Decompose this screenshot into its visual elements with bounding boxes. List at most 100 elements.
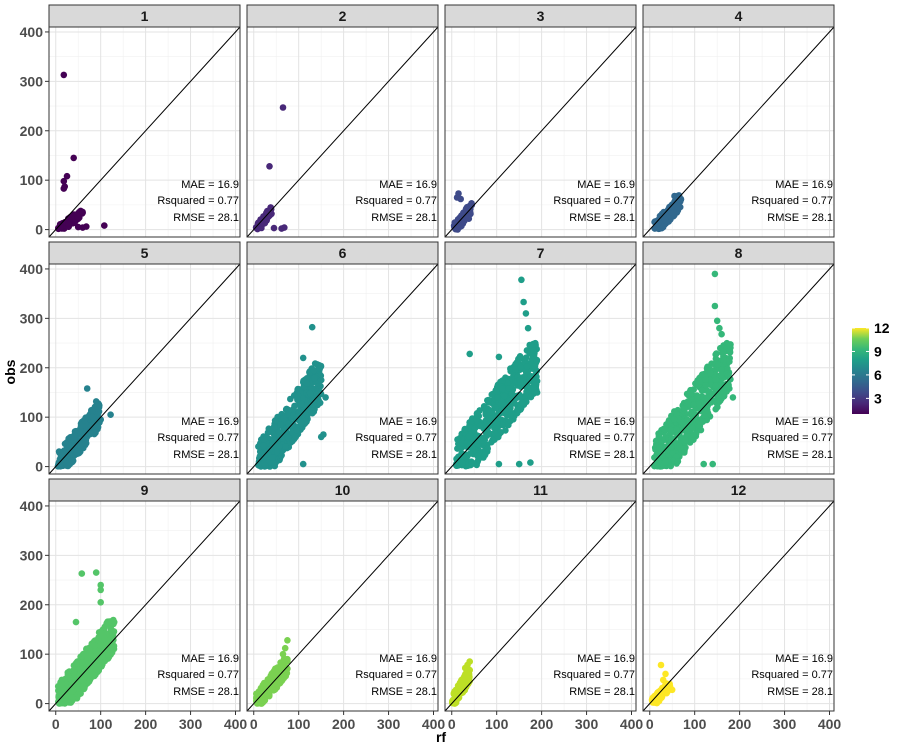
scatter-point (277, 421, 284, 428)
scatter-point (724, 365, 731, 373)
panel-border (48, 263, 241, 475)
scatter-point (261, 462, 269, 469)
facet-panel-8: 8 MAE = 16.9 Rsquared = 0.77 RMSE = 28.1 (642, 241, 835, 475)
scatter-point (70, 154, 77, 162)
facet-strip-label: 4 (735, 8, 743, 24)
rmse-label: RMSE = 28.1 (569, 212, 635, 224)
scatter-point (655, 689, 663, 696)
panel-grid (643, 501, 834, 711)
scatter-point (269, 454, 276, 461)
identity-line (642, 500, 835, 712)
scatter-point (474, 452, 481, 460)
panel-border (246, 500, 439, 712)
rsquared-label: Rsquared = 0.77 (751, 432, 833, 444)
scatter-point (726, 358, 733, 365)
y-tick-label: 0 (35, 459, 43, 475)
facet-panel-4: 4 MAE = 16.9 Rsquared = 0.77 RMSE = 28.1 (642, 4, 835, 238)
scatter-point (291, 402, 298, 410)
mae-label: MAE = 16.9 (577, 179, 635, 191)
rsquared-label: Rsquared = 0.77 (157, 669, 239, 681)
scatter-points (254, 323, 329, 470)
scatter-point (56, 449, 63, 456)
scatter-point (101, 222, 108, 229)
scatter-point (270, 687, 277, 694)
scatter-point (515, 460, 523, 468)
scatter-point (714, 403, 721, 411)
scatter-point (82, 414, 89, 422)
scatter-point (311, 374, 318, 382)
facet-strip-label: 1 (141, 8, 149, 24)
x-tick-label: 200 (134, 716, 158, 732)
facet-panel-6: 6 MAE = 16.9 Rsquared = 0.77 RMSE = 28.1 (246, 241, 439, 475)
scatter-point (670, 209, 678, 217)
x-tick-label: 0 (52, 716, 60, 732)
scatter-point (110, 618, 118, 626)
scatter-point (659, 223, 667, 231)
facet-panel-7: 7 MAE = 16.9 Rsquared = 0.77 RMSE = 28.1 (444, 241, 637, 475)
identity-line (444, 500, 637, 712)
scatter-point (523, 363, 531, 370)
scatter-point (59, 459, 67, 466)
x-tick-label: 300 (773, 716, 797, 732)
scatter-point (284, 411, 291, 418)
rmse-label: RMSE = 28.1 (569, 686, 635, 698)
scatter-point (83, 385, 91, 392)
scatter-point (270, 224, 278, 232)
scatter-point (707, 376, 714, 383)
scatter-point (511, 400, 519, 407)
scatter-point (700, 460, 707, 468)
panel-grid (643, 27, 834, 237)
facet-strip-label: 2 (339, 8, 347, 24)
scatter-point (261, 452, 269, 459)
scatter-point (310, 367, 318, 374)
scatter-point (454, 221, 462, 229)
scatter-point (493, 388, 500, 395)
scatter-point (282, 443, 290, 451)
rsquared-label: Rsquared = 0.77 (355, 669, 437, 681)
scatter-point (64, 462, 72, 470)
scatter-point (317, 362, 325, 370)
scatter-point (674, 458, 682, 465)
rmse-label: RMSE = 28.1 (371, 212, 437, 224)
scatter-point (720, 356, 727, 363)
scatter-point (718, 330, 725, 338)
rsquared-label: Rsquared = 0.77 (355, 195, 437, 207)
mae-label: MAE = 16.9 (379, 416, 437, 428)
scatter-point (507, 417, 514, 425)
scatter-point (79, 208, 86, 216)
scatter-points (450, 190, 476, 233)
scatter-point (457, 688, 465, 695)
scatter-point (261, 218, 269, 226)
panel-border (642, 500, 835, 712)
scatter-point (278, 225, 285, 232)
scatter-point (517, 363, 524, 371)
scatter-point (725, 381, 732, 389)
scatter-point (473, 432, 481, 439)
scatter-point (533, 389, 541, 396)
scatter-point (108, 649, 116, 656)
scatter-point (707, 370, 714, 377)
mae-label: MAE = 16.9 (181, 653, 239, 665)
scatter-point (499, 421, 507, 429)
scatter-point (703, 406, 711, 414)
scatter-point (702, 376, 709, 383)
scatter-point (514, 406, 521, 414)
scatter-point (681, 405, 688, 412)
scatter-point (729, 394, 737, 401)
scatter-point (79, 658, 86, 666)
x-tick-label: 200 (332, 716, 356, 732)
facet-strip-label: 3 (537, 8, 545, 24)
scatter-point (468, 200, 475, 207)
scatter-point (713, 350, 720, 357)
scatter-point (655, 432, 663, 440)
scatter-point (665, 418, 673, 425)
scatter-point (714, 361, 722, 368)
scatter-point (659, 451, 666, 459)
scatter-point (668, 686, 676, 694)
facet-panel-2: 2 MAE = 16.9 Rsquared = 0.77 RMSE = 28.1 (246, 4, 439, 238)
facet-panel-1: 1 MAE = 16.9 Rsquared = 0.77 RMSE = 28.1 (48, 4, 241, 238)
y-tick-label: 400 (20, 261, 44, 277)
scatter-point (512, 366, 519, 373)
scatter-point (299, 460, 307, 468)
scatter-point (284, 434, 292, 442)
